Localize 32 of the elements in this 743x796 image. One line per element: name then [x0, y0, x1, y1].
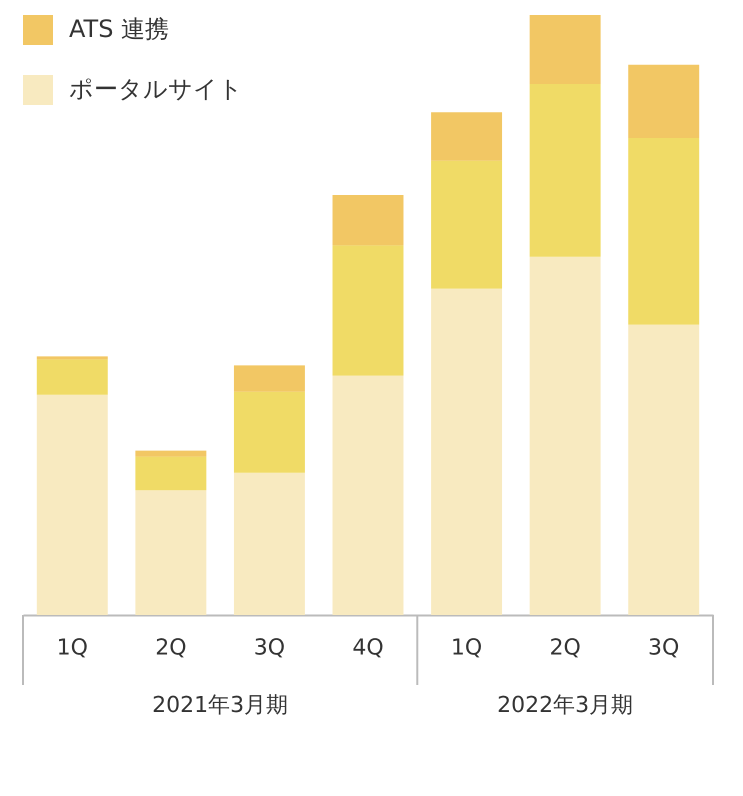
bar [135, 490, 206, 615]
x-tick-label: 1Q [56, 636, 88, 660]
x-tick-label: 3Q [648, 636, 680, 660]
bar [431, 112, 502, 161]
bar [135, 450, 206, 457]
text: 2022年3月期 [497, 693, 634, 718]
bar [332, 195, 404, 246]
bar [36, 359, 108, 395]
bar [36, 394, 108, 615]
bar [628, 324, 700, 615]
legend-label: ポータルサイト [69, 75, 243, 103]
bar [530, 15, 601, 84]
bar [530, 256, 601, 615]
bar [135, 456, 206, 490]
bar [628, 64, 700, 138]
bar [332, 376, 404, 615]
bar [234, 392, 305, 473]
x-tick-label: 2Q [155, 636, 187, 660]
text: 2021年3月期 [152, 693, 288, 718]
bar [431, 160, 502, 289]
x-tick-label: 1Q [450, 636, 482, 660]
bar [332, 245, 404, 376]
bar [36, 356, 108, 360]
bar [628, 138, 700, 325]
bar [234, 472, 305, 615]
legend-label: ATS 連携 [69, 15, 170, 43]
x-tick-label: 4Q [352, 636, 384, 660]
bar [530, 84, 601, 257]
bar [431, 288, 502, 615]
bar [234, 365, 305, 392]
x-tick-label: 2Q [549, 636, 581, 660]
x-tick-label: 3Q [254, 636, 286, 660]
